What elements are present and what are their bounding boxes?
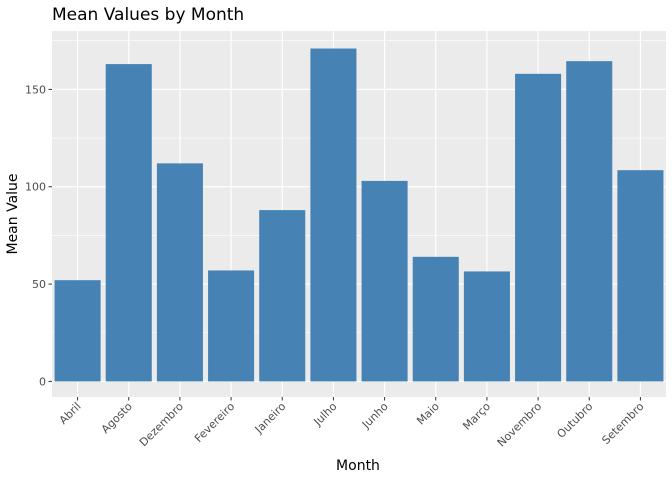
x-tick-label: Dezembro [137, 400, 186, 449]
bar-junho [361, 180, 408, 382]
y-tick-label: 0 [39, 375, 46, 388]
bar-julho [310, 48, 357, 382]
y-axis-title: Mean Value [5, 173, 21, 254]
x-tick-label: Abril [57, 400, 84, 427]
bar-janeiro [259, 210, 306, 382]
bar-dezembro [156, 163, 203, 382]
y-axis: 0 50 100 150 [25, 83, 52, 388]
bar-março [463, 271, 510, 382]
bar-novembro [515, 73, 562, 382]
x-axis: Abril Agosto Dezembro Fevereiro Janeiro Julho… [57, 397, 647, 449]
y-tick-label: 100 [25, 181, 46, 194]
x-tick-label: Maio [414, 400, 442, 428]
x-tick-label: Março [460, 400, 493, 433]
plot-panel [52, 31, 666, 397]
x-tick-label: Novembro [495, 400, 545, 450]
x-tick-label: Setembro [599, 400, 646, 447]
bar-abril [54, 280, 101, 382]
x-tick-label: Outubro [554, 400, 595, 441]
bar-fevereiro [208, 270, 255, 382]
x-tick-label: Julho [311, 400, 340, 429]
bar-setembro [617, 170, 664, 382]
x-tick-label: Fevereiro [192, 400, 237, 445]
x-tick-label: Agosto [99, 400, 135, 436]
x-axis-title: Month [336, 458, 380, 474]
y-tick-label: 150 [25, 83, 46, 96]
chart-title: Mean Values by Month [52, 5, 244, 25]
bar-maio [412, 256, 459, 382]
y-tick-label: 50 [32, 278, 46, 291]
bars [54, 48, 664, 382]
bar-outubro [566, 61, 613, 382]
bar-agosto [105, 64, 152, 382]
x-tick-label: Janeiro [252, 400, 289, 437]
x-tick-label: Junho [359, 400, 391, 432]
